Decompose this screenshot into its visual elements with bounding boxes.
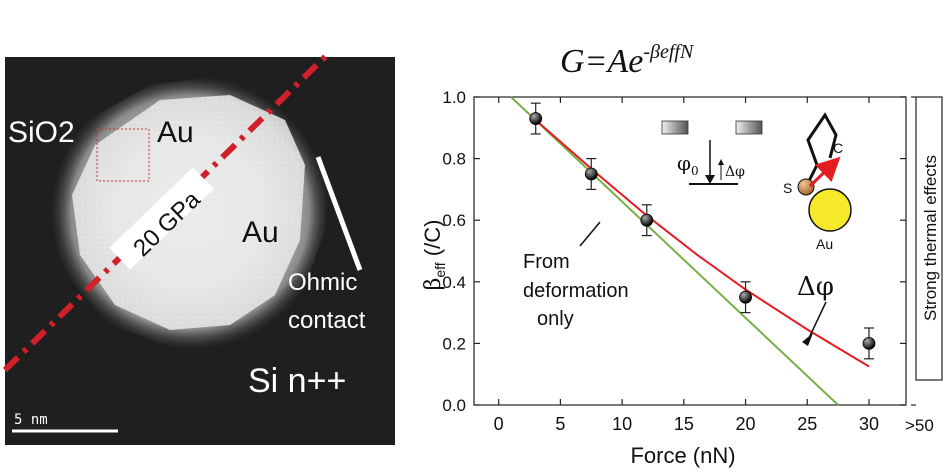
x-axis-ticks: 0 5 10 15 20 25 30	[494, 97, 879, 434]
electrode-right	[735, 120, 763, 135]
au-inset-label: Au	[816, 236, 833, 252]
deformation-annotation-line2: deformation	[523, 280, 629, 302]
y-axis-ticks: 0.0 0.2 0.4 0.6 0.8 1.0	[442, 88, 906, 415]
energy-inset: φ0 Δφ	[661, 120, 763, 185]
x-tick-label: 25	[797, 414, 817, 434]
data-point	[640, 213, 654, 227]
au-top-label: Au	[157, 116, 194, 149]
delta-phi-pointer-head	[802, 333, 813, 346]
plot-frame	[473, 96, 907, 406]
au-right-label: Au	[242, 216, 279, 249]
c-label: C	[833, 140, 843, 156]
y-tick-label: 0.0	[442, 396, 466, 415]
formula: G=Ae-βeffN	[560, 41, 695, 80]
x-tick-label: 10	[612, 414, 632, 434]
gold-atom	[808, 188, 852, 232]
highlight-box	[96, 128, 150, 182]
data-point	[862, 336, 876, 350]
data-point	[739, 290, 752, 304]
x-tick-label: 15	[674, 414, 694, 434]
y-tick-label: 0.8	[442, 150, 466, 169]
deformation-annotation-line3: only	[537, 308, 574, 330]
x-tick-label: 20	[736, 414, 756, 434]
pressure-label-background	[109, 167, 214, 270]
y-axis-label: βeff (/C)	[420, 220, 448, 291]
data-point	[529, 112, 543, 125]
molecule-inset: S C Au	[783, 112, 852, 252]
micrograph-panel: SiO2 Au Au 20 GPa Ohmic contact Si n++ 5…	[2, 49, 395, 445]
data-point	[584, 167, 598, 181]
thermal-tick-label: >50	[905, 416, 934, 435]
dipole-arrow	[808, 156, 841, 188]
y-tick-label: 0.4	[442, 273, 466, 292]
deformation-fit-line	[510, 96, 839, 406]
ohmic-contact-line	[315, 156, 363, 271]
scale-bar-label: 5 nm	[14, 412, 48, 428]
x-tick-label: 5	[555, 414, 565, 434]
deformation-pointer	[579, 221, 601, 247]
si-label: Si n++	[248, 362, 346, 400]
phi0-label: φ0	[677, 151, 699, 178]
phi0-arrow-head	[705, 175, 715, 184]
chart: 0 5 10 15 20 25 30 0.0 0.2 0.4 0.6 0.8 1.0 Force (n…	[420, 88, 943, 468]
y-tick-label: 1.0	[442, 88, 466, 107]
thermal-panel	[915, 96, 943, 381]
x-tick-label: 0	[494, 414, 504, 434]
x-axis-label: Force (nN)	[630, 443, 735, 468]
electrode-left	[661, 120, 689, 135]
delta-phi-annotation: Δφ	[797, 272, 834, 302]
delta-phi-pointer	[807, 301, 827, 341]
molecule-chain	[806, 112, 838, 166]
contact-label: contact	[288, 307, 366, 334]
y-tick-label: 0.2	[442, 334, 466, 353]
inset-delta-phi-label: Δφ	[725, 164, 745, 180]
sio2-label: SiO2	[8, 116, 75, 149]
delta-phi-arrow-head	[718, 159, 724, 165]
thermal-effects-label: Strong thermal effects	[921, 155, 940, 321]
deformation-annotation-line1: From	[523, 251, 570, 273]
x-tick-label: 30	[859, 414, 879, 434]
y-tick-label: 0.6	[442, 211, 466, 230]
data-points	[529, 102, 876, 360]
s-label: S	[783, 180, 792, 196]
sulfur-atom	[797, 178, 815, 196]
ohmic-label: Ohmic	[288, 269, 357, 296]
right-panel: Strong thermal effects >50	[900, 96, 943, 435]
